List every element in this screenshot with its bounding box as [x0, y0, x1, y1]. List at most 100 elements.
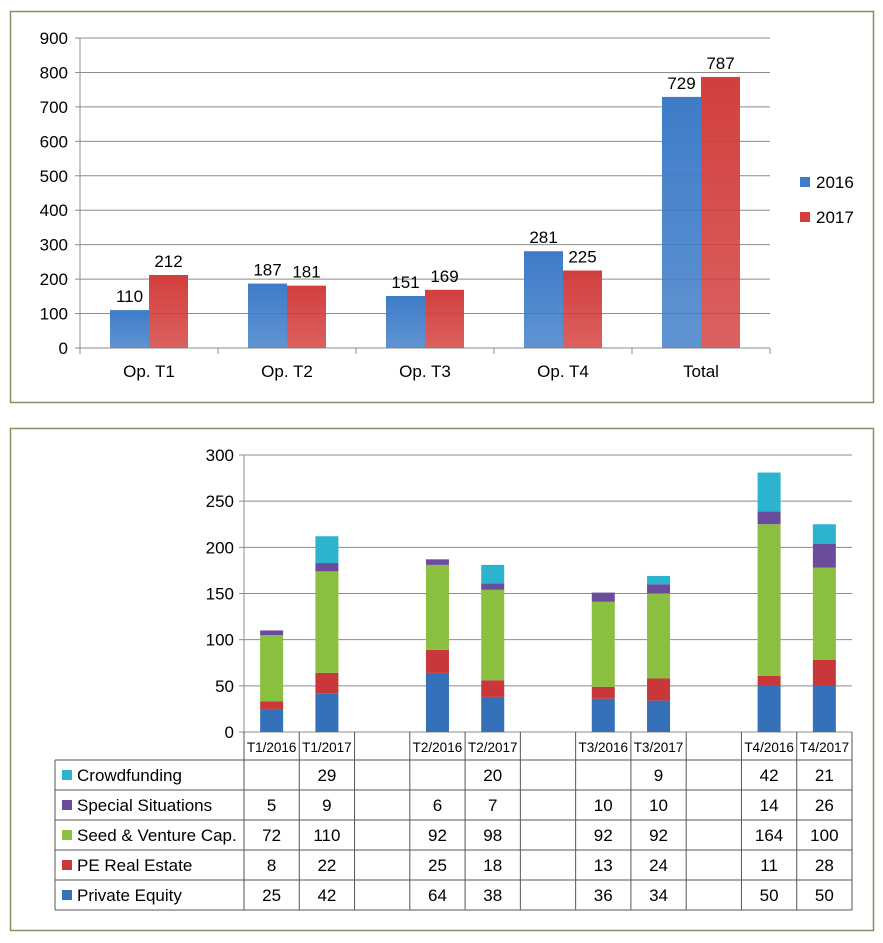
chart1-ytick-label: 500 [40, 167, 68, 186]
table-cell: 21 [815, 766, 834, 785]
chart2-segment-private-equity [812, 685, 836, 732]
chart1-bar-2017 [563, 270, 602, 348]
table-cell: 8 [267, 856, 276, 875]
table-row-label: PE Real Estate [77, 856, 192, 875]
table-cell: 92 [428, 826, 447, 845]
table-cell: 28 [815, 856, 834, 875]
table-cell: 6 [433, 796, 442, 815]
chart1-ytick-label: 400 [40, 201, 68, 220]
chart1-ytick-label: 600 [40, 132, 68, 151]
chart2-segment-special-situations [757, 511, 781, 525]
chart2-segment-private-equity [425, 672, 449, 732]
chart1-bar-2016 [524, 251, 563, 348]
chart1-ytick-label: 700 [40, 98, 68, 117]
table-cell: 110 [313, 826, 340, 845]
chart1-bar-2016 [110, 310, 149, 348]
table-column-header: T1/2016 [247, 740, 297, 755]
chart2-segment-private-equity [591, 698, 615, 732]
chart2-segment-seed-venture-cap- [260, 635, 284, 702]
chart2-segment-special-situations [481, 583, 505, 590]
chart2-segment-seed-venture-cap- [812, 567, 836, 660]
legend-swatch-crowdfunding [62, 770, 72, 780]
chart2-ytick-label: 0 [225, 723, 234, 742]
table-column-header: T3/2016 [578, 740, 628, 755]
chart2-segment-pe-real-estate [260, 701, 284, 709]
chart2-ytick-label: 250 [206, 492, 234, 511]
chart2-segment-private-equity [757, 685, 781, 732]
table-cell: 72 [262, 826, 281, 845]
table-cell: 34 [649, 886, 668, 905]
table-column-header: T2/2017 [468, 740, 518, 755]
chart1-category-label: Op. T2 [261, 362, 313, 381]
table-cell: 20 [483, 766, 502, 785]
chart2-segment-crowdfunding [812, 524, 836, 544]
chart1-data-label: 281 [529, 228, 557, 247]
chart2-segment-seed-venture-cap- [425, 564, 449, 650]
table-cell: 29 [317, 766, 336, 785]
chart1-bar-2016 [662, 96, 701, 349]
chart1-ytick-label: 200 [40, 270, 68, 289]
chart2-segment-pe-real-estate [591, 686, 615, 699]
chart2-ytick-label: 200 [206, 538, 234, 557]
table-row-label: Crowdfunding [77, 766, 182, 785]
table-cell: 25 [428, 856, 447, 875]
chart1-bar-2017 [287, 285, 326, 348]
chart2-ytick-label: 300 [206, 446, 234, 465]
legend-swatch-2017 [800, 212, 810, 222]
chart1-ytick-label: 300 [40, 236, 68, 255]
chart1-data-label: 729 [667, 74, 695, 93]
table-column-header: T4/2016 [744, 740, 794, 755]
chart1-data-label: 110 [116, 287, 143, 306]
chart2-segment-seed-venture-cap- [315, 571, 339, 673]
table-cell: 7 [488, 796, 497, 815]
chart1-bar-2017 [425, 289, 464, 348]
chart2-segment-seed-venture-cap- [757, 524, 781, 676]
chart1-category-label: Op. T4 [537, 362, 589, 381]
table-column-header: T2/2016 [413, 740, 463, 755]
chart2-segment-pe-real-estate [481, 680, 505, 697]
chart2-segment-special-situations [647, 584, 671, 594]
chart1-legend: 2016 2017 [800, 173, 854, 227]
chart1-bar-2017 [701, 76, 740, 348]
chart2-segment-pe-real-estate [315, 672, 339, 694]
legend-swatch-pe-real-estate [62, 860, 72, 870]
table-row: Private Equity 25 42 64 38 36 34 50 50 [62, 886, 834, 905]
table-cell: 98 [483, 826, 502, 845]
table-cell: 11 [760, 856, 778, 875]
chart2-segment-special-situations [591, 592, 615, 602]
table-cell: 36 [594, 886, 613, 905]
chart2-segment-special-situations [812, 543, 836, 568]
chart2-segment-private-equity [315, 693, 339, 732]
chart2-segment-private-equity [481, 696, 505, 732]
chart1-data-label: 169 [430, 267, 458, 286]
table-cell: 18 [483, 856, 502, 875]
chart2-segment-pe-real-estate [757, 675, 781, 686]
legend-swatch-2016 [800, 177, 810, 187]
chart1-plot: 0 100 200 300 400 500 600 700 800 900 Op. T1 110 212… [40, 29, 771, 381]
table-row: Special Situations 5 9 6 7 10 10 14 26 [62, 796, 834, 815]
chart2-segment-seed-venture-cap- [591, 601, 615, 687]
chart2-ytick-label: 50 [215, 677, 234, 696]
chart1-category-label: Op. T1 [123, 362, 175, 381]
table-cell: 64 [428, 886, 447, 905]
chart1-category-label: Op. T3 [399, 362, 451, 381]
table-cell: 10 [649, 796, 668, 815]
table-column-header: T3/2017 [634, 740, 684, 755]
chart2-plot: 0 50 100 150 200 250 300 [206, 446, 852, 742]
table-cell: 14 [760, 796, 779, 815]
table-cell: 100 [810, 826, 838, 845]
table-row: PE Real Estate 8 22 25 18 13 24 11 28 [62, 856, 834, 875]
chart2-segment-crowdfunding [481, 564, 505, 584]
table-cell: 50 [815, 886, 834, 905]
table-cell: 13 [594, 856, 613, 875]
chart2-segment-crowdfunding [647, 575, 671, 585]
table-column-header: T1/2017 [302, 740, 352, 755]
chart2-data-table: T1/2016 T1/2017 T2/2016 T2/2017 T3/2016 T3/20… [54, 732, 853, 911]
legend-label-2016: 2016 [816, 173, 854, 192]
table-cell: 10 [594, 796, 613, 815]
table-cell: 22 [317, 856, 336, 875]
chart1-data-label: 212 [154, 252, 182, 271]
chart2-ytick-label: 150 [206, 585, 234, 604]
chart1-data-label: 787 [706, 54, 734, 73]
